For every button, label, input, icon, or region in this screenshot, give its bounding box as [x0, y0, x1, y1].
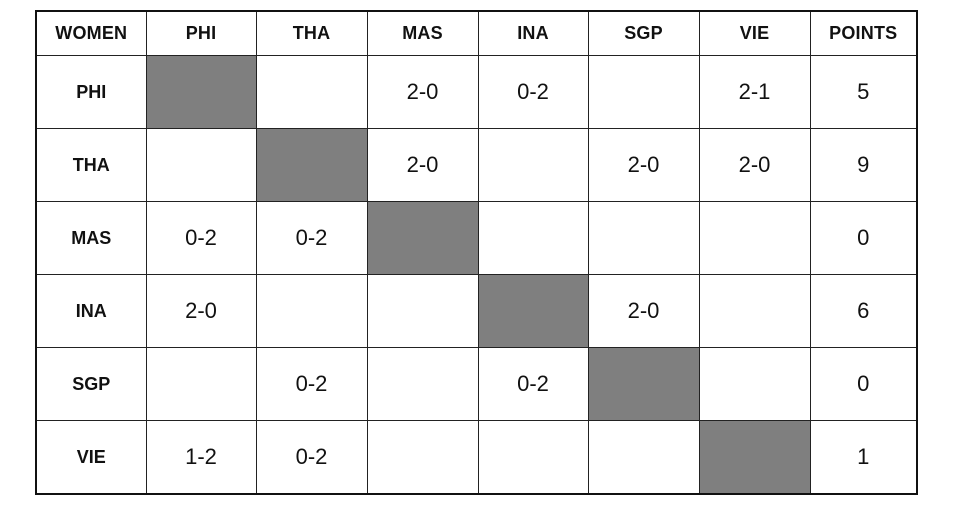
result-cell: 0-2: [145, 201, 257, 275]
row-team: INA: [35, 274, 147, 348]
result-cell: 2-0: [366, 128, 479, 202]
header-row: WOMEN PHI THA MAS INA SGP VIE POINTS: [35, 10, 918, 56]
row-team: PHI: [35, 55, 147, 129]
points-cell: 9: [809, 128, 918, 202]
header-sgp: SGP: [587, 10, 700, 56]
diagonal-cell: [587, 347, 700, 421]
diagonal-cell: [255, 128, 368, 202]
points-cell: 1: [809, 420, 918, 495]
table-row: MAS 0-2 0-2 0: [35, 201, 918, 275]
result-cell: [366, 420, 479, 495]
result-cell: [366, 347, 479, 421]
result-cell: 2-0: [587, 128, 700, 202]
result-cell: 0-2: [255, 347, 368, 421]
header-phi: PHI: [145, 10, 257, 56]
points-cell: 0: [809, 201, 918, 275]
result-cell: 0-2: [477, 55, 589, 129]
table-row: INA 2-0 2-0 6: [35, 274, 918, 348]
header-vie: VIE: [698, 10, 811, 56]
header-women: WOMEN: [35, 10, 147, 56]
diagonal-cell: [366, 201, 479, 275]
result-cell: [255, 274, 368, 348]
result-cell: 0-2: [255, 201, 368, 275]
table-row: VIE 1-2 0-2 1: [35, 420, 918, 495]
row-team: THA: [35, 128, 147, 202]
table-row: THA 2-0 2-0 2-0 9: [35, 128, 918, 202]
result-cell: [477, 420, 589, 495]
result-cell: [698, 201, 811, 275]
result-cell: 0-2: [477, 347, 589, 421]
result-cell: 1-2: [145, 420, 257, 495]
header-mas: MAS: [366, 10, 479, 56]
result-cell: 2-0: [145, 274, 257, 348]
points-cell: 6: [809, 274, 918, 348]
result-cell: 2-0: [587, 274, 700, 348]
result-cell: [366, 274, 479, 348]
row-team: MAS: [35, 201, 147, 275]
result-cell: [587, 55, 700, 129]
table-row: SGP 0-2 0-2 0: [35, 347, 918, 421]
result-cell: [587, 201, 700, 275]
result-cell: [477, 201, 589, 275]
points-cell: 5: [809, 55, 918, 129]
results-table: WOMEN PHI THA MAS INA SGP VIE POINTS PHI…: [35, 10, 918, 495]
result-cell: [255, 55, 368, 129]
table-row: PHI 2-0 0-2 2-1 5: [35, 55, 918, 129]
header-ina: INA: [477, 10, 589, 56]
result-cell: 2-0: [366, 55, 479, 129]
result-cell: [587, 420, 700, 495]
result-cell: 2-1: [698, 55, 811, 129]
header-tha: THA: [255, 10, 368, 56]
points-cell: 0: [809, 347, 918, 421]
header-points: POINTS: [809, 10, 918, 56]
result-cell: [477, 128, 589, 202]
diagonal-cell: [477, 274, 589, 348]
row-team: VIE: [35, 420, 147, 495]
diagonal-cell: [698, 420, 811, 495]
row-team: SGP: [35, 347, 147, 421]
diagonal-cell: [145, 55, 257, 129]
result-cell: [698, 274, 811, 348]
result-cell: 2-0: [698, 128, 811, 202]
result-cell: [698, 347, 811, 421]
result-cell: [145, 347, 257, 421]
result-cell: [145, 128, 257, 202]
result-cell: 0-2: [255, 420, 368, 495]
